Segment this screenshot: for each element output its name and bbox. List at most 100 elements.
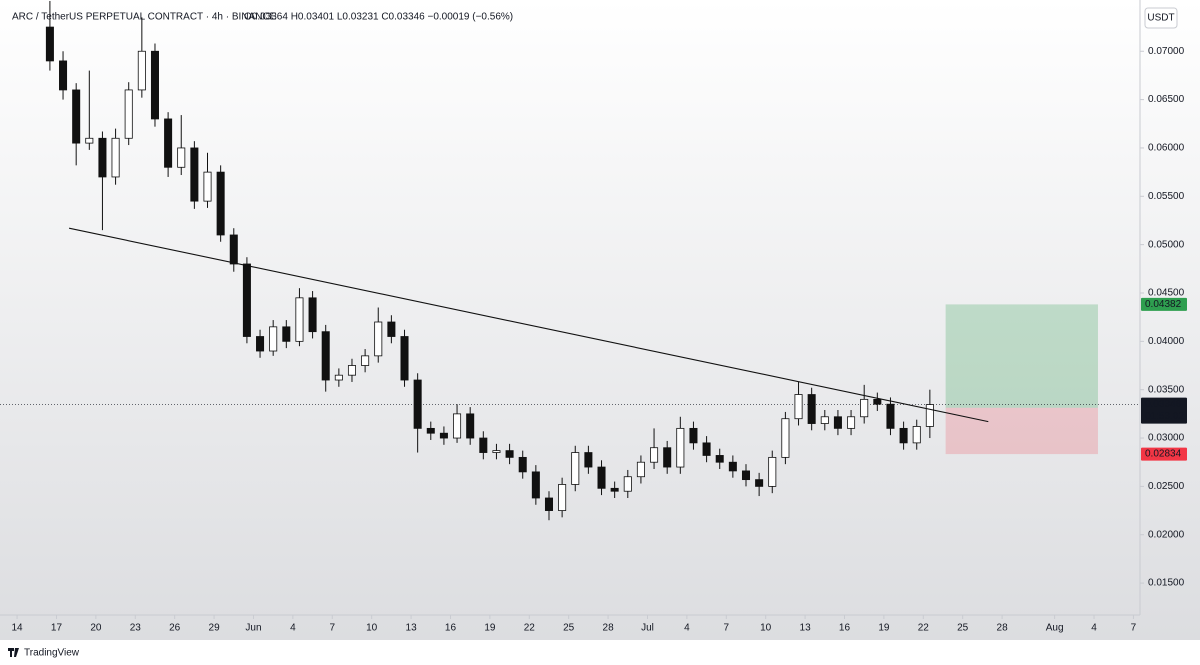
candle-body [912, 426, 921, 444]
currency[interactable]: USDT [1147, 13, 1174, 24]
candle-body [256, 336, 265, 352]
x-tick-label: 13 [406, 623, 418, 634]
stop-zone [945, 407, 1098, 455]
candle-body [308, 297, 317, 333]
candle-body [466, 413, 475, 439]
candle-body [807, 394, 816, 424]
candle-body [544, 497, 553, 511]
footer-bg [0, 640, 1200, 665]
x-tick-label: 26 [169, 623, 181, 634]
trendline [68, 227, 989, 423]
y-tick-label: 0.05500 [1148, 191, 1185, 202]
candle-body [374, 321, 383, 357]
candle-body [899, 427, 908, 444]
x-tick-label: 22 [524, 623, 536, 634]
candle-body [111, 137, 120, 178]
x-tick-label: 13 [800, 623, 812, 634]
candle-body [387, 321, 396, 337]
candle-body [242, 263, 251, 337]
y-tick-label: 0.03500 [1148, 384, 1185, 395]
candle-body [400, 336, 409, 381]
x-tick-label: 14 [12, 623, 24, 634]
x-tick-label: 28 [603, 623, 615, 634]
candle-body [98, 137, 107, 178]
axes: 0.07000 0.06500 0.06000 0.05500 0.05000 0.045… [12, 46, 1187, 634]
candle-body [361, 355, 370, 366]
symbol-title: ARC / TetherUS PERPETUAL CONTRACT · 4h ·… [12, 12, 277, 23]
candle-body [873, 398, 882, 405]
x-tick-label: 17 [51, 623, 63, 634]
x-tick-label: 22 [918, 623, 930, 634]
x-tick-label: 20 [90, 623, 102, 634]
candle-body [190, 147, 199, 202]
x-tick-label: 7 [1131, 623, 1137, 634]
last-price-label: 0.03346 [1145, 399, 1182, 410]
candle-body [847, 416, 856, 429]
candle-body [833, 416, 842, 429]
candle-body [728, 461, 737, 472]
x-tick-label: 10 [366, 623, 378, 634]
candle-body [860, 398, 869, 418]
x-tick-label: Jul [641, 623, 654, 634]
candle-body [623, 476, 632, 492]
candle-body [439, 432, 448, 439]
candle-body [177, 147, 186, 168]
x-tick-label: Aug [1046, 623, 1064, 634]
candle-body [650, 447, 659, 463]
candle-body [137, 50, 146, 91]
candle-body [531, 471, 540, 499]
candle-body [755, 479, 764, 487]
candle-body [505, 450, 514, 458]
y-tick-label: 0.07000 [1148, 46, 1185, 57]
x-tick-label: 7 [329, 623, 335, 634]
candle-body [295, 297, 304, 342]
candle-body [781, 418, 790, 458]
target-label-box [1141, 297, 1187, 311]
candle-body [124, 89, 133, 139]
candle-body [426, 427, 435, 434]
candle-body [702, 442, 711, 456]
candle-body [794, 394, 803, 420]
candle-body [479, 437, 488, 453]
candle-body [334, 374, 343, 381]
last-price-box [1141, 397, 1187, 424]
candle-body [85, 137, 94, 144]
candle-body [203, 171, 212, 202]
target-label: 0.04382 [1145, 299, 1182, 310]
candle-body [164, 118, 173, 168]
candle-body [925, 404, 934, 427]
x-tick-label: 4 [290, 623, 296, 634]
candle-body [72, 89, 81, 144]
candle-body [150, 50, 159, 120]
y-tick-label: 0.04500 [1148, 288, 1185, 299]
x-tick-label: 16 [445, 623, 457, 634]
x-tick-label: 7 [724, 623, 730, 634]
countdown: 01:53:02 [1145, 411, 1184, 422]
y-tick-label: 0.04000 [1148, 336, 1185, 347]
x-tick-label: 10 [760, 623, 772, 634]
y-tick-label: 0.02000 [1148, 529, 1185, 540]
x-tick-label: 16 [839, 623, 851, 634]
x-tick-label: 25 [957, 623, 969, 634]
currency-box[interactable] [1144, 7, 1178, 29]
target-zone [945, 304, 1098, 408]
candle-body [676, 427, 685, 468]
candle-body [321, 331, 330, 381]
candle-body [45, 26, 54, 62]
candle-body [453, 413, 462, 439]
y-tick-label: 0.02500 [1148, 481, 1185, 492]
ohlc-legend: O0.03364 H0.03401 L0.03231 C0.03346 −0.0… [244, 12, 513, 23]
candle-body [229, 234, 238, 265]
candle-body [741, 470, 751, 481]
x-tick-label: 19 [878, 623, 890, 634]
candle-body [886, 403, 895, 429]
candle-body [768, 456, 777, 487]
candle-body [597, 466, 606, 489]
candle-body [610, 487, 619, 492]
x-tick-label: 25 [563, 623, 575, 634]
candle-body [59, 60, 68, 91]
candle-body [715, 455, 724, 463]
stop-label: 0.02834 [1145, 449, 1182, 460]
candle-body [663, 447, 672, 468]
